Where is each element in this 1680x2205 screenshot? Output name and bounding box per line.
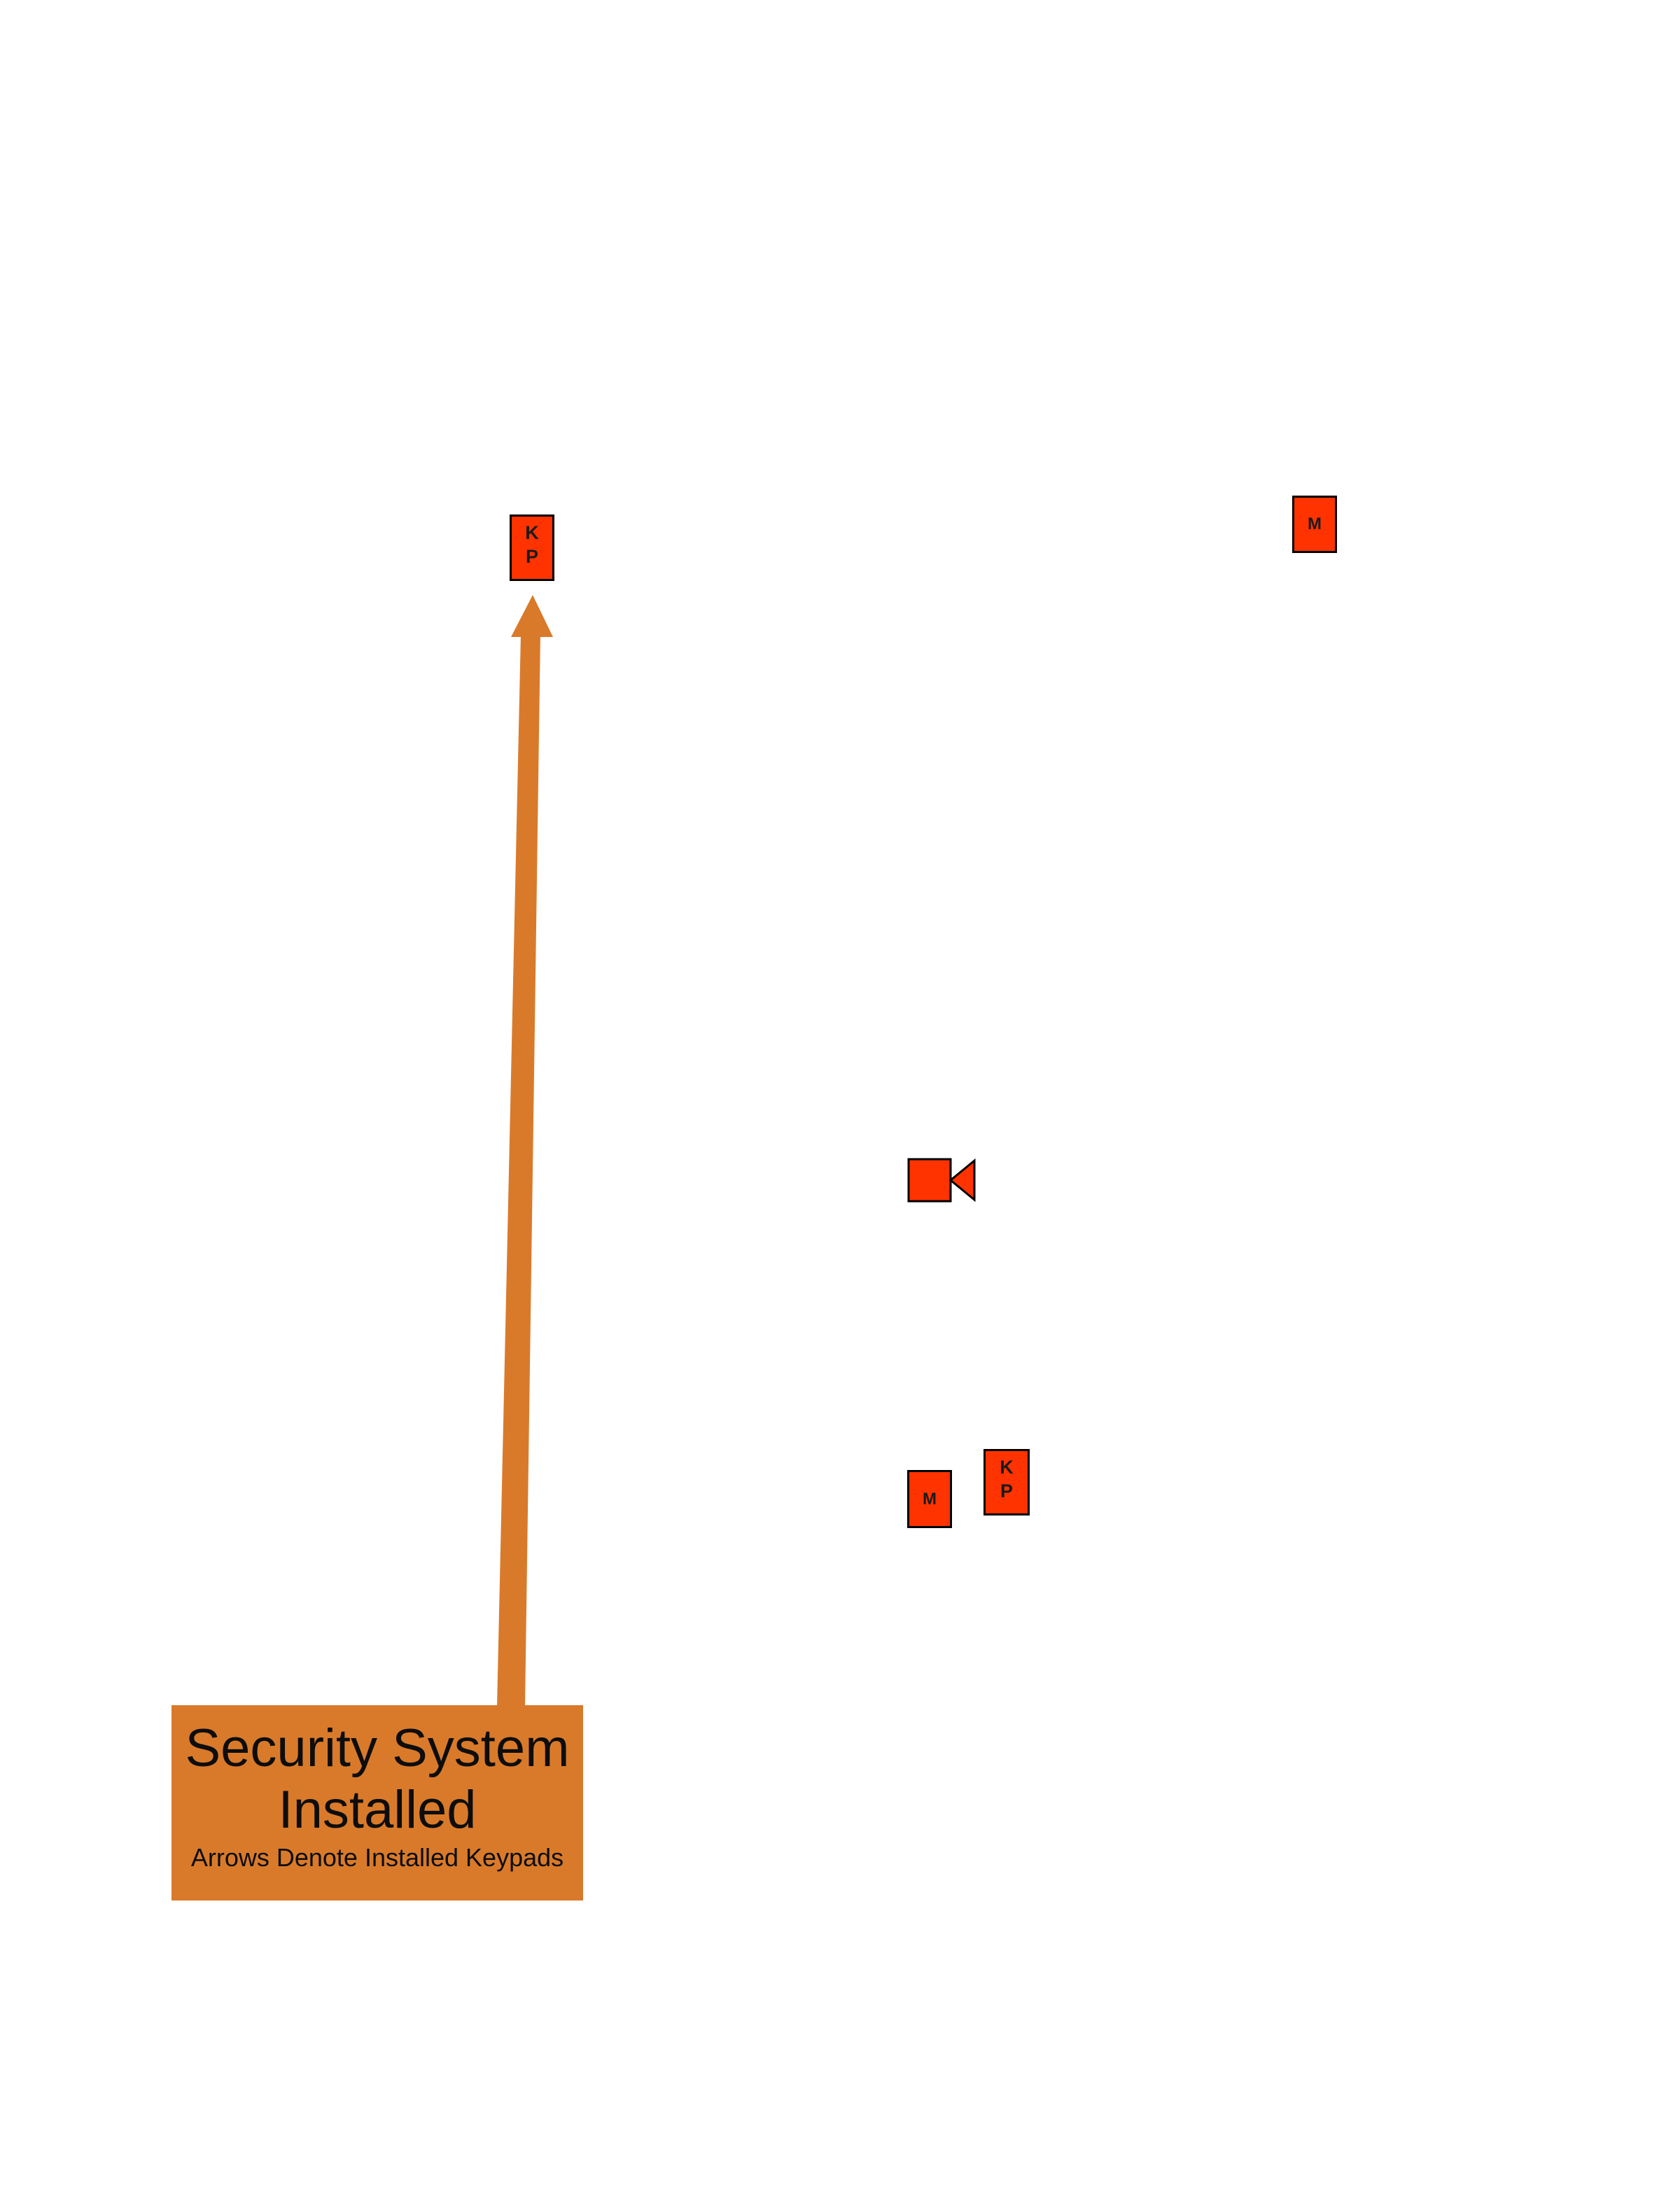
keypad-icon[interactable]: K P (983, 1449, 1030, 1516)
arrow-head (511, 595, 553, 637)
camera-body (907, 1158, 952, 1203)
motion-sensor-icon[interactable]: M (907, 1470, 952, 1528)
arrow-shaft (497, 635, 540, 1707)
keypad-label-p: P (1000, 1480, 1013, 1502)
keypad-label-k: K (525, 522, 539, 543)
motion-sensor-icon[interactable]: M (1292, 496, 1337, 553)
legend-title-line-2: Installed (278, 1780, 477, 1840)
legend-box: Security System Installed Arrows Denote … (172, 1705, 583, 1900)
motion-sensor-label: M (923, 1489, 937, 1508)
legend-subtitle: Arrows Denote Installed Keypads (190, 1843, 564, 1872)
camera-icon[interactable] (907, 1158, 977, 1204)
keypad-label-k: K (1000, 1457, 1014, 1478)
keypad-icon[interactable]: K P (510, 514, 554, 581)
keypad-label-p: P (525, 546, 538, 567)
camera-lens (948, 1158, 976, 1203)
legend-title-line-1: Security System (185, 1718, 570, 1778)
motion-sensor-label: M (1308, 514, 1322, 533)
